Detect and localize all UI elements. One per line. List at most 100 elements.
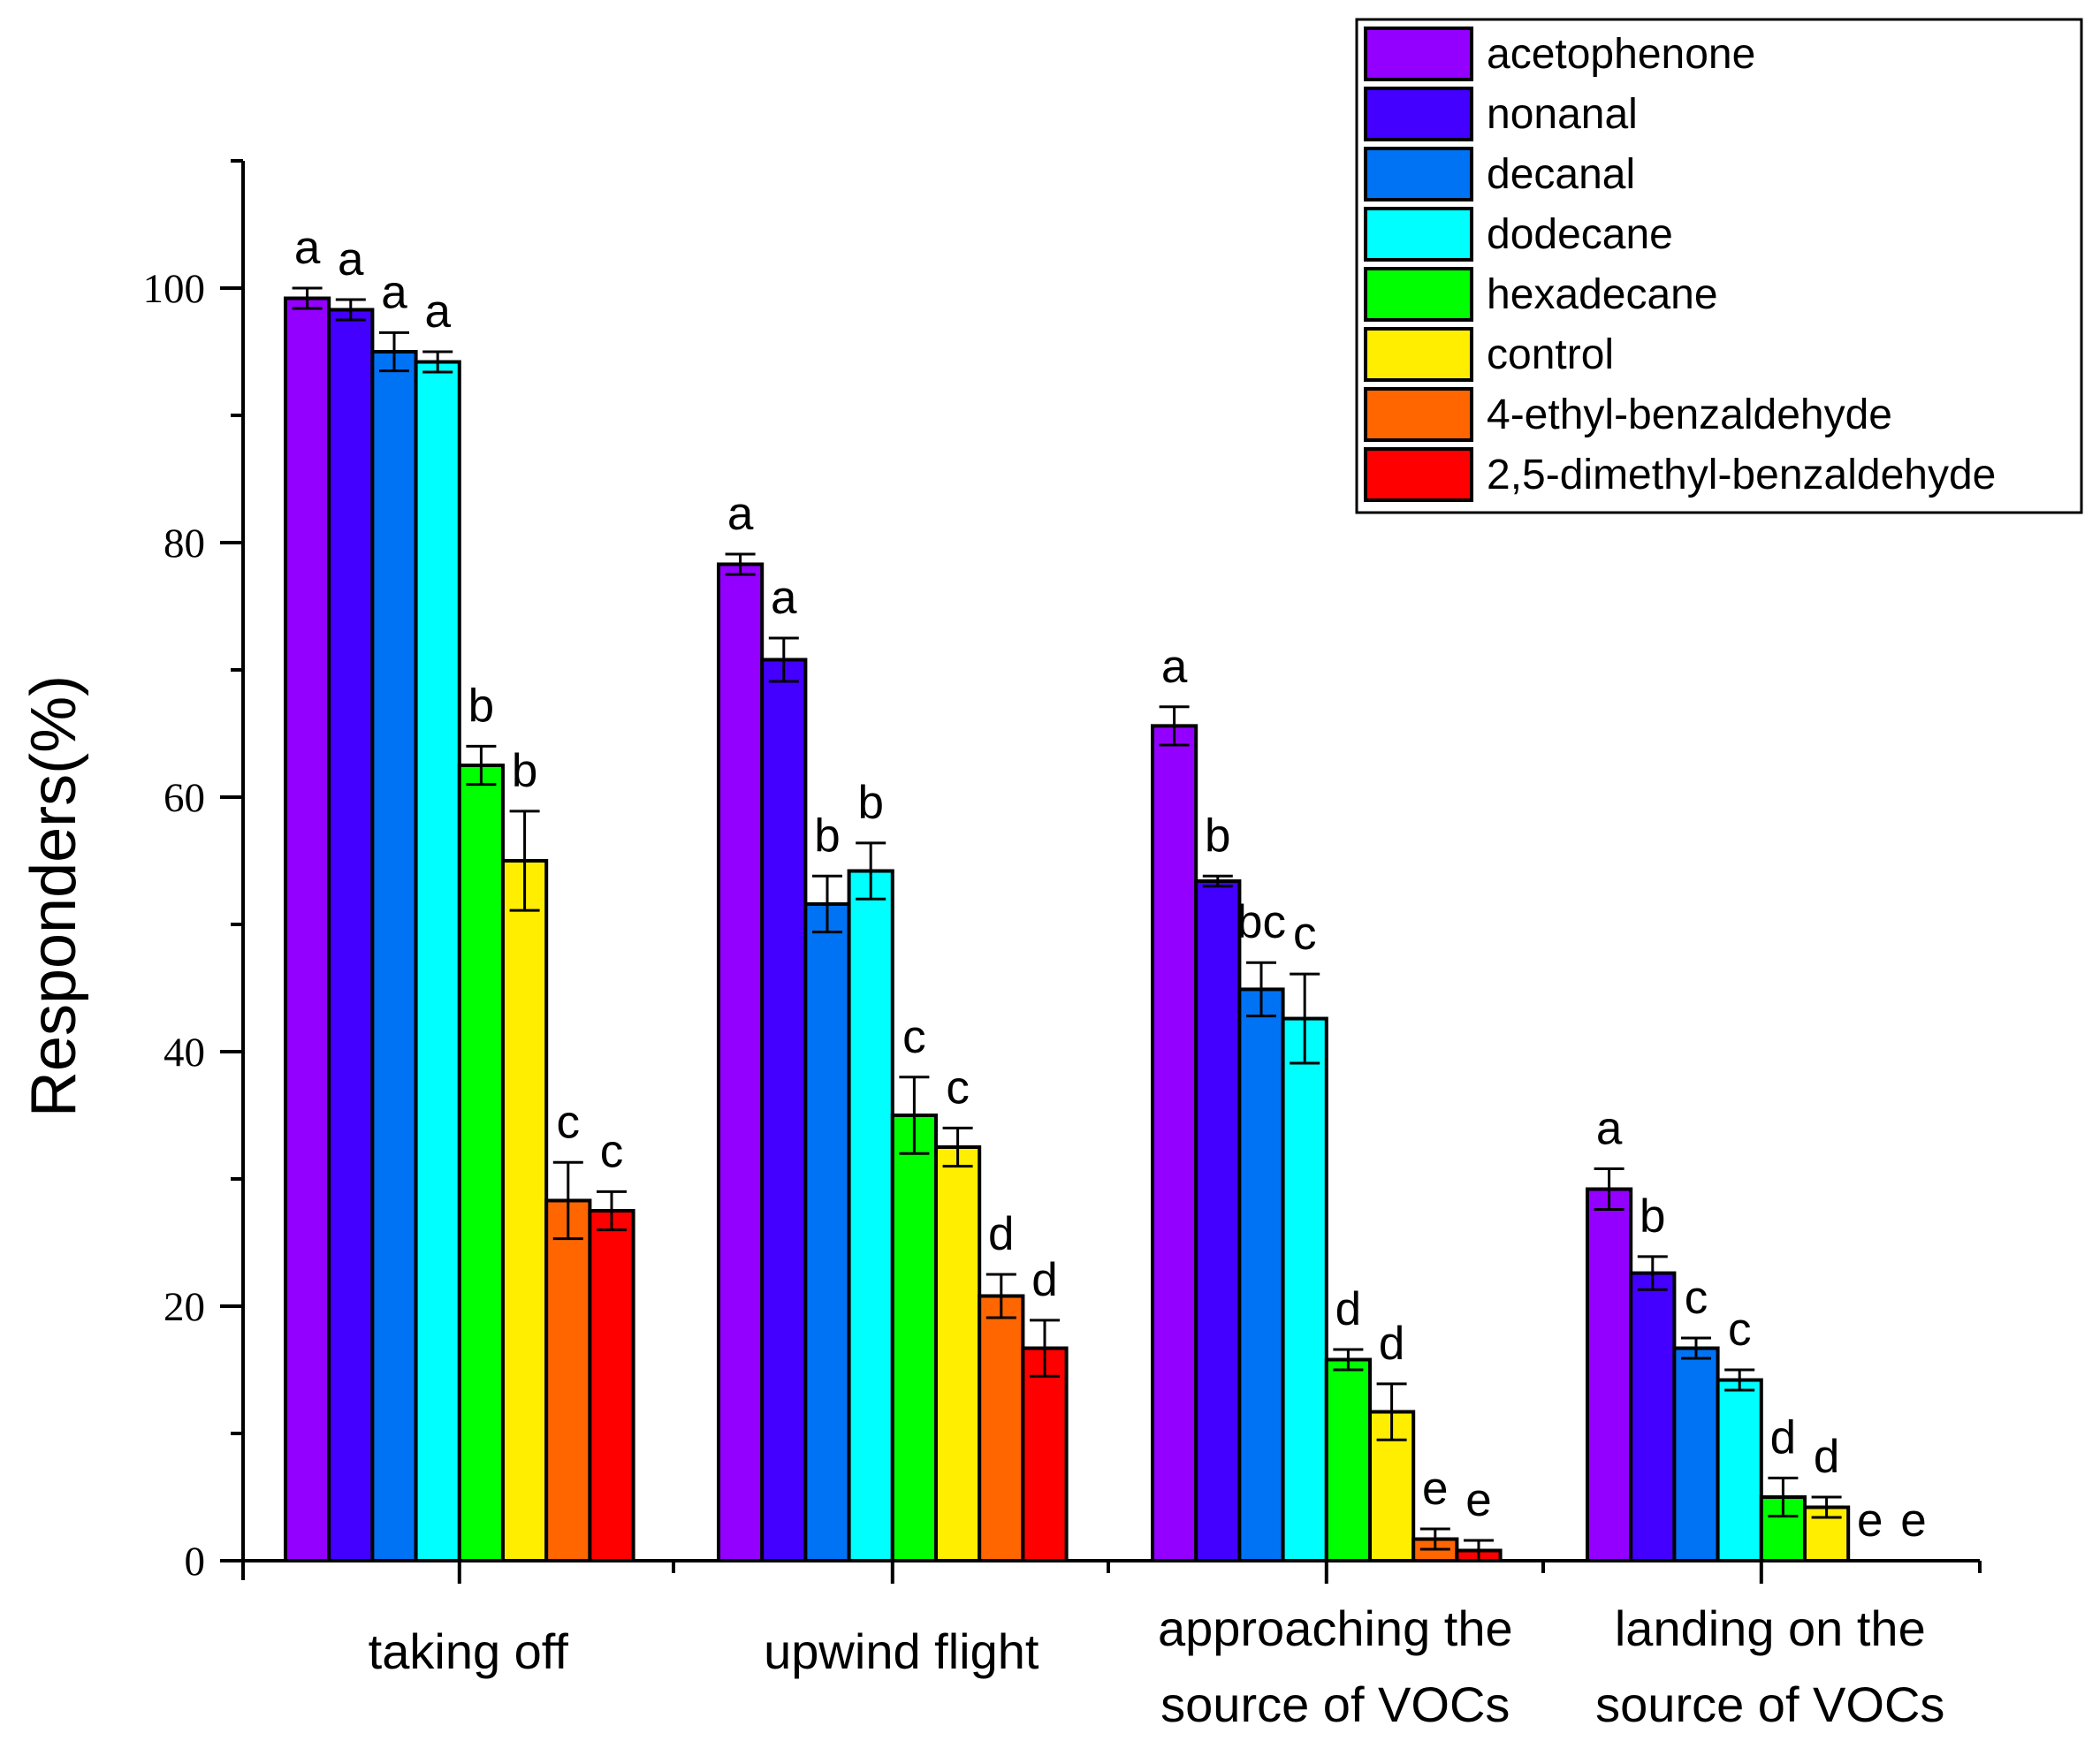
y-tick-label: 80 xyxy=(164,521,205,566)
bar xyxy=(501,859,549,1562)
y-tick-label: 100 xyxy=(143,266,206,312)
significance-letter: a xyxy=(381,266,407,318)
legend-swatch xyxy=(1364,27,1473,81)
category-label: source of VOCs xyxy=(1595,1676,1944,1732)
significance-letter: e xyxy=(1900,1494,1926,1547)
significance-letter: c xyxy=(1685,1272,1708,1324)
significance-letter: b xyxy=(857,777,883,829)
legend: acetophenone nonanal decanal dodecane hexade… xyxy=(1355,18,2083,514)
bar xyxy=(327,308,375,1563)
significance-letter: c xyxy=(557,1096,581,1148)
significance-letter: d xyxy=(1031,1254,1057,1306)
legend-label: dodecane xyxy=(1487,211,1673,258)
bar xyxy=(414,360,461,1562)
error-bar xyxy=(899,1076,930,1155)
legend-swatch xyxy=(1364,387,1473,442)
error-bar xyxy=(985,1273,1016,1319)
bar xyxy=(934,1145,982,1562)
bar xyxy=(803,901,851,1562)
bar xyxy=(588,1209,635,1562)
category-label: upwind flight xyxy=(764,1623,1039,1679)
legend-swatch xyxy=(1364,447,1473,502)
significance-letter: d xyxy=(988,1208,1014,1260)
category-label: source of VOCs xyxy=(1160,1676,1510,1732)
bar xyxy=(1324,1357,1373,1562)
error-bar xyxy=(335,298,366,322)
legend-swatch xyxy=(1364,207,1473,262)
significance-letter: d xyxy=(1379,1318,1404,1370)
significance-letter: e xyxy=(1422,1463,1448,1515)
legend-label: 2,5-dimethyl-benzaldehyde xyxy=(1487,452,1996,498)
bar xyxy=(978,1294,1025,1562)
significance-letter: c xyxy=(600,1125,624,1177)
y-tick-label: 20 xyxy=(164,1284,205,1330)
bar xyxy=(1672,1346,1720,1563)
bar xyxy=(370,350,418,1562)
error-bar xyxy=(1594,1167,1624,1212)
error-bar xyxy=(1202,874,1233,888)
bar xyxy=(1586,1187,1633,1563)
error-bar xyxy=(292,286,323,310)
significance-letter: a xyxy=(338,233,364,285)
legend-swatch xyxy=(1364,147,1473,201)
legend-swatch xyxy=(1364,327,1473,382)
error-bar xyxy=(1159,705,1190,747)
axes-layer: 0 20 40 60 80 100 Responders(%) taking off upwin… xyxy=(19,159,1982,1732)
error-bar xyxy=(422,350,453,374)
bar xyxy=(544,1198,592,1562)
error-bar xyxy=(1419,1527,1450,1551)
significance-letter: bc xyxy=(1236,896,1286,948)
significance-letter: e xyxy=(1465,1474,1491,1526)
significance-letter: a xyxy=(771,572,797,624)
bar xyxy=(717,562,765,1562)
error-bar xyxy=(1246,961,1276,1018)
error-bar xyxy=(1724,1368,1755,1392)
significance-letter: c xyxy=(902,1011,926,1063)
significance-letter: a xyxy=(1596,1102,1623,1154)
significance-letter: a xyxy=(1161,641,1188,693)
significance-letter: d xyxy=(1814,1431,1839,1483)
significance-letter: d xyxy=(1770,1411,1796,1464)
significance-letter: a xyxy=(424,285,451,338)
significance-letter: a xyxy=(727,488,754,540)
bar xyxy=(1281,1016,1328,1563)
significance-letter: c xyxy=(946,1061,970,1114)
significance-letter: b xyxy=(468,680,494,732)
error-bar xyxy=(725,552,756,576)
bar xyxy=(1194,879,1242,1562)
error-bar xyxy=(768,636,799,683)
category-label: taking off xyxy=(369,1623,569,1679)
category-label: approaching the xyxy=(1158,1600,1513,1656)
legend-label: control xyxy=(1487,331,1614,378)
bar xyxy=(284,296,331,1562)
bar xyxy=(1021,1346,1069,1563)
error-bar xyxy=(942,1126,973,1168)
legend-label: acetophenone xyxy=(1487,31,1755,78)
error-bar xyxy=(1768,1476,1799,1518)
bar xyxy=(1237,987,1285,1562)
significance-letter: c xyxy=(1293,908,1317,960)
bar xyxy=(1629,1271,1677,1563)
error-bar xyxy=(379,331,409,373)
error-bar xyxy=(1290,972,1320,1065)
y-tick-label: 60 xyxy=(164,775,205,821)
error-bar xyxy=(552,1160,583,1241)
legend-swatch xyxy=(1364,87,1473,141)
bar xyxy=(1716,1378,1763,1563)
error-bar xyxy=(1333,1348,1364,1372)
bar xyxy=(847,869,894,1562)
significance-letter: e xyxy=(1857,1494,1883,1547)
legend-label: 4-ethyl-benzaldehyde xyxy=(1487,392,1892,438)
y-axis-title: Responders(%) xyxy=(19,675,89,1117)
error-bar xyxy=(466,744,497,787)
y-tick-label: 40 xyxy=(164,1030,205,1076)
error-bar xyxy=(812,874,842,934)
error-bar xyxy=(509,810,540,912)
significance-letter: c xyxy=(1728,1304,1752,1356)
bar xyxy=(457,764,505,1562)
error-bar xyxy=(597,1190,627,1232)
significance-letter: d xyxy=(1335,1283,1361,1335)
